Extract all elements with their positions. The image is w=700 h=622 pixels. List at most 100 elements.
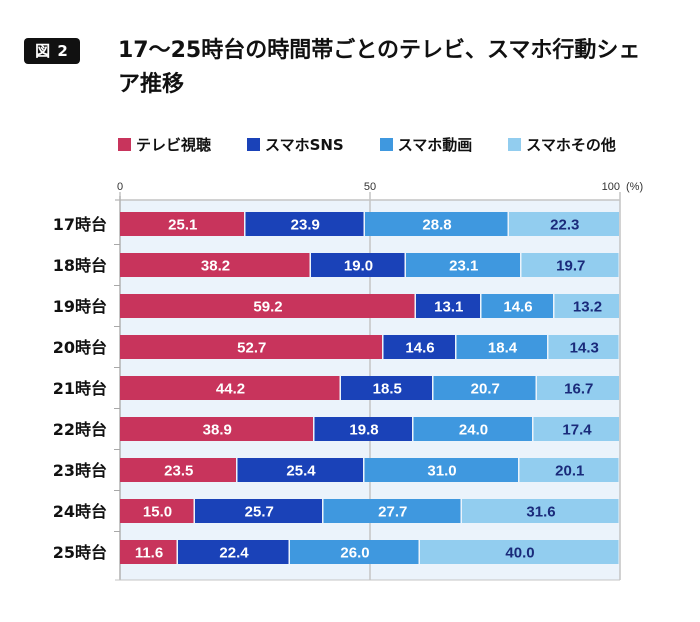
- bar-segment: [290, 540, 419, 564]
- bar-segment: [364, 458, 518, 482]
- data-label: 13.1: [434, 299, 463, 316]
- legend: テレビ視聴 スマホSNS スマホ動画 スマホその他: [118, 134, 616, 155]
- data-label: 27.7: [378, 504, 407, 521]
- data-label: 19.8: [349, 422, 378, 439]
- bar-segment: [195, 499, 322, 523]
- bar-segment: [416, 294, 480, 318]
- legend-swatch-tv: [118, 138, 131, 151]
- bar-segment: [323, 499, 461, 523]
- bar-segment: [365, 212, 508, 236]
- bar-segment: [420, 540, 619, 564]
- bar-segment: [341, 376, 432, 400]
- bar-segment: [311, 253, 405, 277]
- bar-segment: [237, 458, 363, 482]
- category-label: 20時台: [53, 338, 107, 357]
- bar-segment: [120, 294, 415, 318]
- bar-segment: [120, 417, 313, 441]
- data-label: 52.7: [237, 340, 266, 357]
- category-label: 18時台: [53, 256, 107, 275]
- data-label: 31.6: [526, 504, 555, 521]
- data-label: 26.0: [340, 545, 369, 562]
- category-label: 23時台: [53, 461, 107, 480]
- bar-segment: [406, 253, 520, 277]
- data-label: 40.0: [505, 545, 534, 562]
- data-label: 14.6: [405, 340, 434, 357]
- data-label: 44.2: [216, 381, 245, 398]
- legend-label-video: スマホ動画: [397, 136, 473, 154]
- bar-segment: [521, 253, 619, 277]
- bar-segment: [456, 335, 547, 359]
- data-label: 38.9: [203, 422, 232, 439]
- legend-label-sns: スマホSNS: [265, 136, 344, 154]
- data-label: 23.9: [291, 217, 320, 234]
- category-label: 17時台: [53, 215, 107, 234]
- data-label: 25.4: [286, 463, 316, 480]
- data-label: 14.3: [570, 340, 599, 357]
- legend-swatch-sns: [247, 138, 261, 151]
- data-label: 19.7: [556, 258, 585, 275]
- figure-badge: 図 2: [24, 38, 80, 64]
- legend-swatch-other: [508, 138, 522, 151]
- bar-segment: [120, 540, 177, 564]
- category-label: 24時台: [53, 502, 107, 521]
- x-tick-label: 100: [602, 181, 620, 193]
- data-label: 20.1: [555, 463, 584, 480]
- category-label: 25時台: [53, 543, 107, 562]
- data-label: 13.2: [573, 299, 602, 316]
- data-label: 16.7: [564, 381, 593, 398]
- bar-segment: [120, 212, 244, 236]
- data-label: 17.4: [562, 422, 592, 439]
- bar-segment: [120, 458, 236, 482]
- category-label: 19時台: [53, 297, 107, 316]
- bar-segment: [462, 499, 619, 523]
- data-label: 15.0: [143, 504, 172, 521]
- data-label: 23.5: [164, 463, 193, 480]
- bar-segment: [178, 540, 289, 564]
- data-label: 23.1: [449, 258, 478, 275]
- legend-label-tv: テレビ視聴: [136, 136, 212, 154]
- x-tick-label: 0: [117, 181, 123, 193]
- data-label: 31.0: [427, 463, 456, 480]
- bar-segment: [509, 212, 619, 236]
- data-label: 28.8: [422, 217, 451, 234]
- data-label: 18.4: [488, 340, 518, 357]
- data-label: 22.4: [219, 545, 249, 562]
- bar-segment: [533, 417, 619, 441]
- data-label: 14.6: [503, 299, 532, 316]
- bar-segment: [314, 417, 412, 441]
- bar-segment: [413, 417, 532, 441]
- bar-segment: [120, 499, 194, 523]
- legend-item-video: スマホ動画: [379, 134, 473, 155]
- data-label: 25.7: [245, 504, 274, 521]
- bar-segment: [245, 212, 364, 236]
- bar-segment: [383, 335, 455, 359]
- bar-segment: [120, 253, 310, 277]
- data-label: 24.0: [459, 422, 488, 439]
- bar-segment: [548, 335, 619, 359]
- data-label: 25.1: [168, 217, 197, 234]
- data-label: 22.3: [550, 217, 579, 234]
- data-label: 20.7: [471, 381, 500, 398]
- legend-swatch-video: [379, 138, 393, 151]
- bar-segment: [481, 294, 553, 318]
- data-label: 19.0: [344, 258, 373, 275]
- bar-segment: [433, 376, 536, 400]
- data-label: 11.6: [135, 545, 163, 562]
- legend-item-sns: スマホSNS: [247, 134, 344, 155]
- data-label: 59.2: [253, 299, 282, 316]
- bar-segment: [537, 376, 619, 400]
- legend-item-tv: テレビ視聴: [118, 134, 211, 155]
- legend-item-other: スマホその他: [508, 134, 616, 155]
- x-unit-label: (%): [626, 181, 643, 193]
- bar-segment: [554, 294, 619, 318]
- data-label: 18.5: [373, 381, 402, 398]
- category-label: 21時台: [53, 379, 107, 398]
- legend-label-other: スマホその他: [526, 136, 616, 154]
- bar-segment: [120, 335, 382, 359]
- x-tick-label: 50: [364, 181, 376, 193]
- bar-segment: [120, 376, 340, 400]
- bar-segment: [519, 458, 619, 482]
- category-label: 22時台: [53, 420, 107, 439]
- data-label: 38.2: [201, 258, 230, 275]
